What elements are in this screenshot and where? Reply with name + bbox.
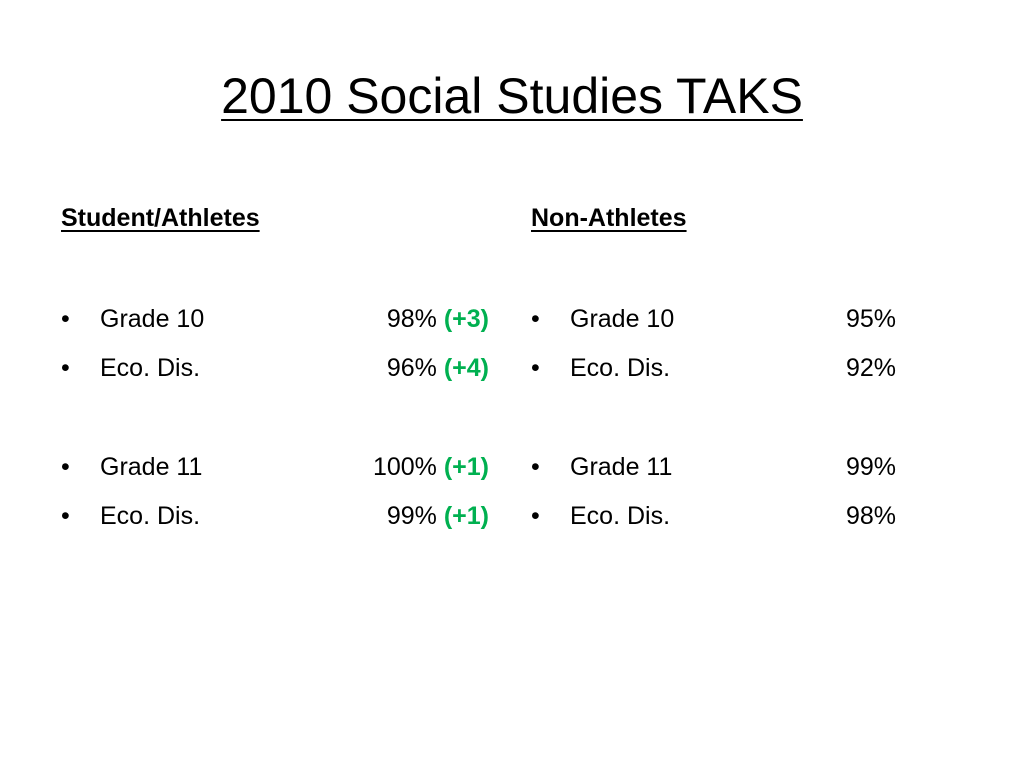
bullet-icon: •	[531, 305, 540, 333]
row-value: 95%	[845, 305, 896, 333]
row-value: 96%	[386, 354, 437, 382]
list-item: • Grade 11 99%	[531, 449, 896, 485]
row-label: Eco. Dis.	[100, 354, 201, 382]
row-value-group: 96% (+4)	[289, 350, 489, 386]
row-value: 92%	[845, 354, 896, 382]
bullet-icon: •	[61, 354, 70, 382]
row-label: Eco. Dis.	[570, 502, 671, 530]
bullet-icon: •	[531, 453, 540, 481]
row-value-group: 99% (+1)	[289, 498, 489, 534]
row-label: Eco. Dis.	[570, 354, 671, 382]
list-item: • Grade 10 95%	[531, 301, 896, 337]
slide-title: 2010 Social Studies TAKS	[221, 68, 803, 124]
bullet-icon: •	[531, 354, 540, 382]
row-change: (+4)	[443, 354, 489, 382]
row-label: Grade 10	[570, 305, 675, 333]
student-athletes-heading: Student/Athletes	[61, 204, 260, 232]
row-change: (+1)	[443, 502, 489, 530]
row-value: 99%	[845, 453, 896, 481]
non-athletes-heading: Non-Athletes	[531, 204, 687, 232]
row-value: 99%	[386, 502, 437, 530]
list-item: • Grade 10 98% (+3)	[61, 301, 489, 337]
row-label: Grade 11	[100, 453, 203, 481]
list-item: • Eco. Dis. 92%	[531, 350, 896, 386]
row-value-group: 100% (+1)	[289, 449, 489, 485]
list-item: • Eco. Dis. 96% (+4)	[61, 350, 489, 386]
bullet-icon: •	[61, 502, 70, 530]
row-value-group: 98% (+3)	[289, 301, 489, 337]
list-item: • Eco. Dis. 98%	[531, 498, 896, 534]
student-athletes-column: Student/Athletes • Grade 10 98% (+3) • E…	[61, 200, 501, 530]
bullet-icon: •	[61, 305, 70, 333]
bullet-icon: •	[61, 453, 70, 481]
row-change: (+3)	[443, 305, 489, 333]
row-value: 98%	[386, 305, 437, 333]
row-value: 98%	[845, 502, 896, 530]
row-label: Grade 10	[100, 305, 205, 333]
list-item: • Grade 11 100% (+1)	[61, 449, 489, 485]
row-label: Eco. Dis.	[100, 502, 201, 530]
non-athletes-column: Non-Athletes • Grade 10 95% • Eco. Dis. …	[531, 200, 951, 530]
bullet-icon: •	[531, 502, 540, 530]
row-change: (+1)	[443, 453, 489, 481]
row-label: Grade 11	[570, 453, 673, 481]
row-value: 100%	[372, 453, 437, 481]
list-item: • Eco. Dis. 99% (+1)	[61, 498, 489, 534]
